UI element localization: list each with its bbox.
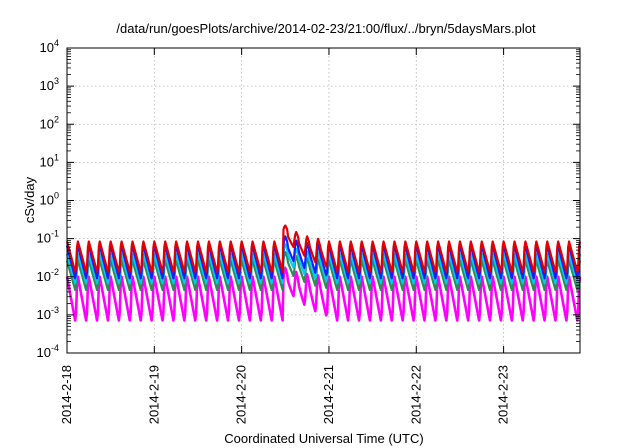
y-tick-labels: 10-4 10-3 10-2 10-1 100 101 102 103 104 [37, 38, 59, 360]
x-tick-label: 2014-2-23 [496, 365, 511, 424]
x-tick-label: 2014-2-19 [146, 365, 161, 424]
x-tick-label: 2014-2-22 [408, 365, 423, 424]
x-tick-labels: 2014-2-18 2014-2-19 2014-2-20 2014-2-21 2014… [59, 365, 511, 424]
chart-title: /data/run/goesPlots/archive/2014-02-23/2… [116, 21, 536, 36]
series-line [65, 266, 582, 322]
y-tick-label: 10-1 [37, 229, 59, 246]
y-axis-label: cSv/day [22, 176, 37, 223]
y-tick-label: 102 [40, 114, 59, 131]
x-tick-label: 2014-2-18 [59, 365, 74, 424]
series-line [65, 224, 582, 273]
y-tick-label: 100 [40, 191, 59, 208]
y-tick-label: 104 [40, 38, 59, 55]
y-tick-label: 101 [40, 152, 59, 169]
series-line [65, 251, 582, 292]
x-axis-label: Coordinated Universal Time (UTC) [224, 431, 423, 446]
axis-ticks [66, 47, 580, 354]
y-tick-label: 10-2 [37, 267, 59, 284]
y-tick-label: 10-4 [37, 343, 59, 360]
x-tick-label: 2014-2-21 [321, 365, 336, 424]
y-tick-label: 103 [40, 76, 59, 93]
y-tick-label: 10-3 [37, 305, 59, 322]
series-layer [65, 224, 582, 322]
x-tick-label: 2014-2-20 [234, 365, 249, 424]
